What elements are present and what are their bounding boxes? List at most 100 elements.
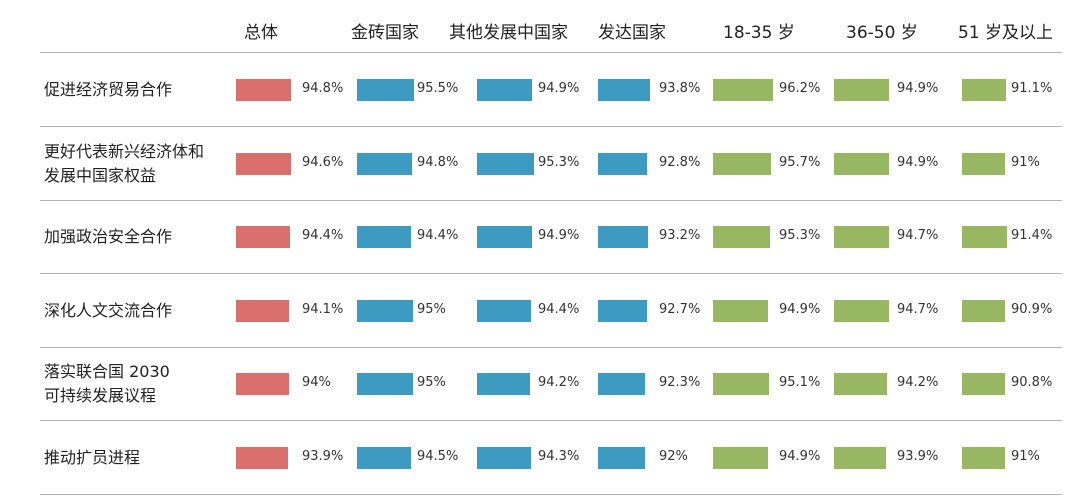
bar-country <box>357 226 411 248</box>
bar-country <box>477 373 530 395</box>
row-label-line: 落实联合国 2030 <box>44 362 170 381</box>
value-label: 95.3% <box>538 155 580 170</box>
bar-overall <box>236 373 289 395</box>
value-label: 94.9% <box>779 449 821 464</box>
value-label: 94.8% <box>302 81 344 96</box>
bar-age <box>962 300 1005 322</box>
bar-country <box>477 447 531 469</box>
value-label: 94.4% <box>538 302 580 317</box>
row-label: 促进经济贸易合作 <box>44 78 172 102</box>
row-label: 推动扩员进程 <box>44 446 140 470</box>
value-label: 94.7% <box>897 228 939 243</box>
bar-age <box>713 153 771 175</box>
bar-age <box>962 226 1007 248</box>
bar-age <box>713 447 768 469</box>
value-label: 90.9% <box>1011 302 1053 317</box>
bar-overall <box>236 447 288 469</box>
bar-country <box>598 226 648 248</box>
value-label: 90.8% <box>1011 375 1053 390</box>
value-label: 95.1% <box>779 375 821 390</box>
value-label: 93.8% <box>659 81 701 96</box>
row-divider <box>40 200 1062 201</box>
row-divider <box>40 347 1062 348</box>
value-label: 92.3% <box>659 375 701 390</box>
table-row: 促进经济贸易合作 94.8% 95.5% 94.9% 93.8% 96.2% 94.9% 91… <box>0 53 1080 126</box>
table-row: 深化人文交流合作 94.1% 95% 94.4% 92.7% 94.9% 94.7% 90.9… <box>0 274 1080 347</box>
bar-overall <box>236 226 290 248</box>
column-header-age-18-35: 18-35 岁 <box>723 23 795 43</box>
column-header-developed: 发达国家 <box>598 23 666 43</box>
row-label-line: 发展中国家权益 <box>44 166 157 185</box>
table-row: 推动扩员进程 93.9% 94.5% 94.3% 92% 94.9% 93.9% 91% <box>0 421 1080 494</box>
value-label: 94.9% <box>779 302 821 317</box>
value-label: 94.5% <box>417 449 459 464</box>
bar-country <box>357 79 414 101</box>
column-header-other-developing: 其他发展中国家 <box>449 23 568 43</box>
bar-age <box>834 79 889 101</box>
bar-country <box>477 300 531 322</box>
row-label-line: 可持续发展议程 <box>44 386 157 405</box>
value-label: 94.2% <box>897 375 939 390</box>
row-label-line: 加强政治安全合作 <box>44 227 173 246</box>
value-label: 94.9% <box>538 81 580 96</box>
bar-age <box>834 153 889 175</box>
value-label: 91.4% <box>1011 228 1053 243</box>
row-label: 更好代表新兴经济体和 发展中国家权益 <box>44 140 204 188</box>
value-label: 95.5% <box>417 81 459 96</box>
value-label: 92.7% <box>659 302 701 317</box>
bar-age <box>834 447 886 469</box>
bar-age <box>713 300 768 322</box>
row-label-line: 更好代表新兴经济体和 <box>44 142 205 161</box>
bar-age <box>834 373 887 395</box>
value-label: 95% <box>417 302 446 317</box>
bar-country <box>357 447 411 469</box>
value-label: 94.6% <box>302 155 344 170</box>
column-header-overall: 总体 <box>244 23 278 43</box>
value-label: 92.8% <box>659 155 701 170</box>
bar-age <box>834 226 889 248</box>
table-row: 落实联合国 2030 可持续发展议程 94% 95% 94.2% 92.3% 95.1% 94… <box>0 347 1080 420</box>
bar-age <box>834 300 889 322</box>
bar-country <box>598 373 645 395</box>
row-label: 落实联合国 2030 可持续发展议程 <box>44 360 170 408</box>
bar-overall <box>236 300 289 322</box>
column-header-age-36-50: 36-50 岁 <box>846 23 918 43</box>
column-header-row: 总体 金砖国家 其他发展中国家 发达国家 18-35 岁 36-50 岁 51 … <box>0 0 1080 52</box>
value-label: 94.2% <box>538 375 580 390</box>
value-label: 96.2% <box>779 81 821 96</box>
bar-country <box>357 300 413 322</box>
value-label: 91% <box>1011 449 1040 464</box>
value-label: 94.1% <box>302 302 344 317</box>
column-header-age-51-plus: 51 岁及以上 <box>958 23 1054 43</box>
value-label: 95.7% <box>779 155 821 170</box>
bar-overall <box>236 79 291 101</box>
value-label: 94.9% <box>897 155 939 170</box>
bar-age <box>962 153 1005 175</box>
bar-country <box>477 79 532 101</box>
value-label: 94.7% <box>897 302 939 317</box>
bar-country <box>477 153 534 175</box>
value-label: 92% <box>659 449 688 464</box>
bar-country <box>598 79 650 101</box>
bar-country <box>477 226 532 248</box>
value-label: 93.9% <box>897 449 939 464</box>
table-row: 加强政治安全合作 94.4% 94.4% 94.9% 93.2% 95.3% 94.7% 91… <box>0 200 1080 273</box>
value-label: 94.3% <box>538 449 580 464</box>
bar-age <box>962 79 1006 101</box>
bar-country <box>598 153 647 175</box>
row-divider <box>40 494 1062 495</box>
bar-country <box>357 373 413 395</box>
value-label: 93.2% <box>659 228 701 243</box>
row-label-line: 促进经济贸易合作 <box>44 80 173 99</box>
value-label: 94.4% <box>417 228 459 243</box>
row-label-line: 推动扩员进程 <box>44 448 141 467</box>
value-label: 91% <box>1011 155 1040 170</box>
row-label-line: 深化人文交流合作 <box>44 301 173 320</box>
value-label: 94.9% <box>897 81 939 96</box>
bar-age <box>713 226 770 248</box>
value-label: 91.1% <box>1011 81 1053 96</box>
row-label: 加强政治安全合作 <box>44 225 172 249</box>
bar-country <box>598 447 645 469</box>
table-row: 更好代表新兴经济体和 发展中国家权益 94.6% 94.8% 95.3% 92.8% 95.… <box>0 127 1080 200</box>
bar-age <box>962 373 1005 395</box>
